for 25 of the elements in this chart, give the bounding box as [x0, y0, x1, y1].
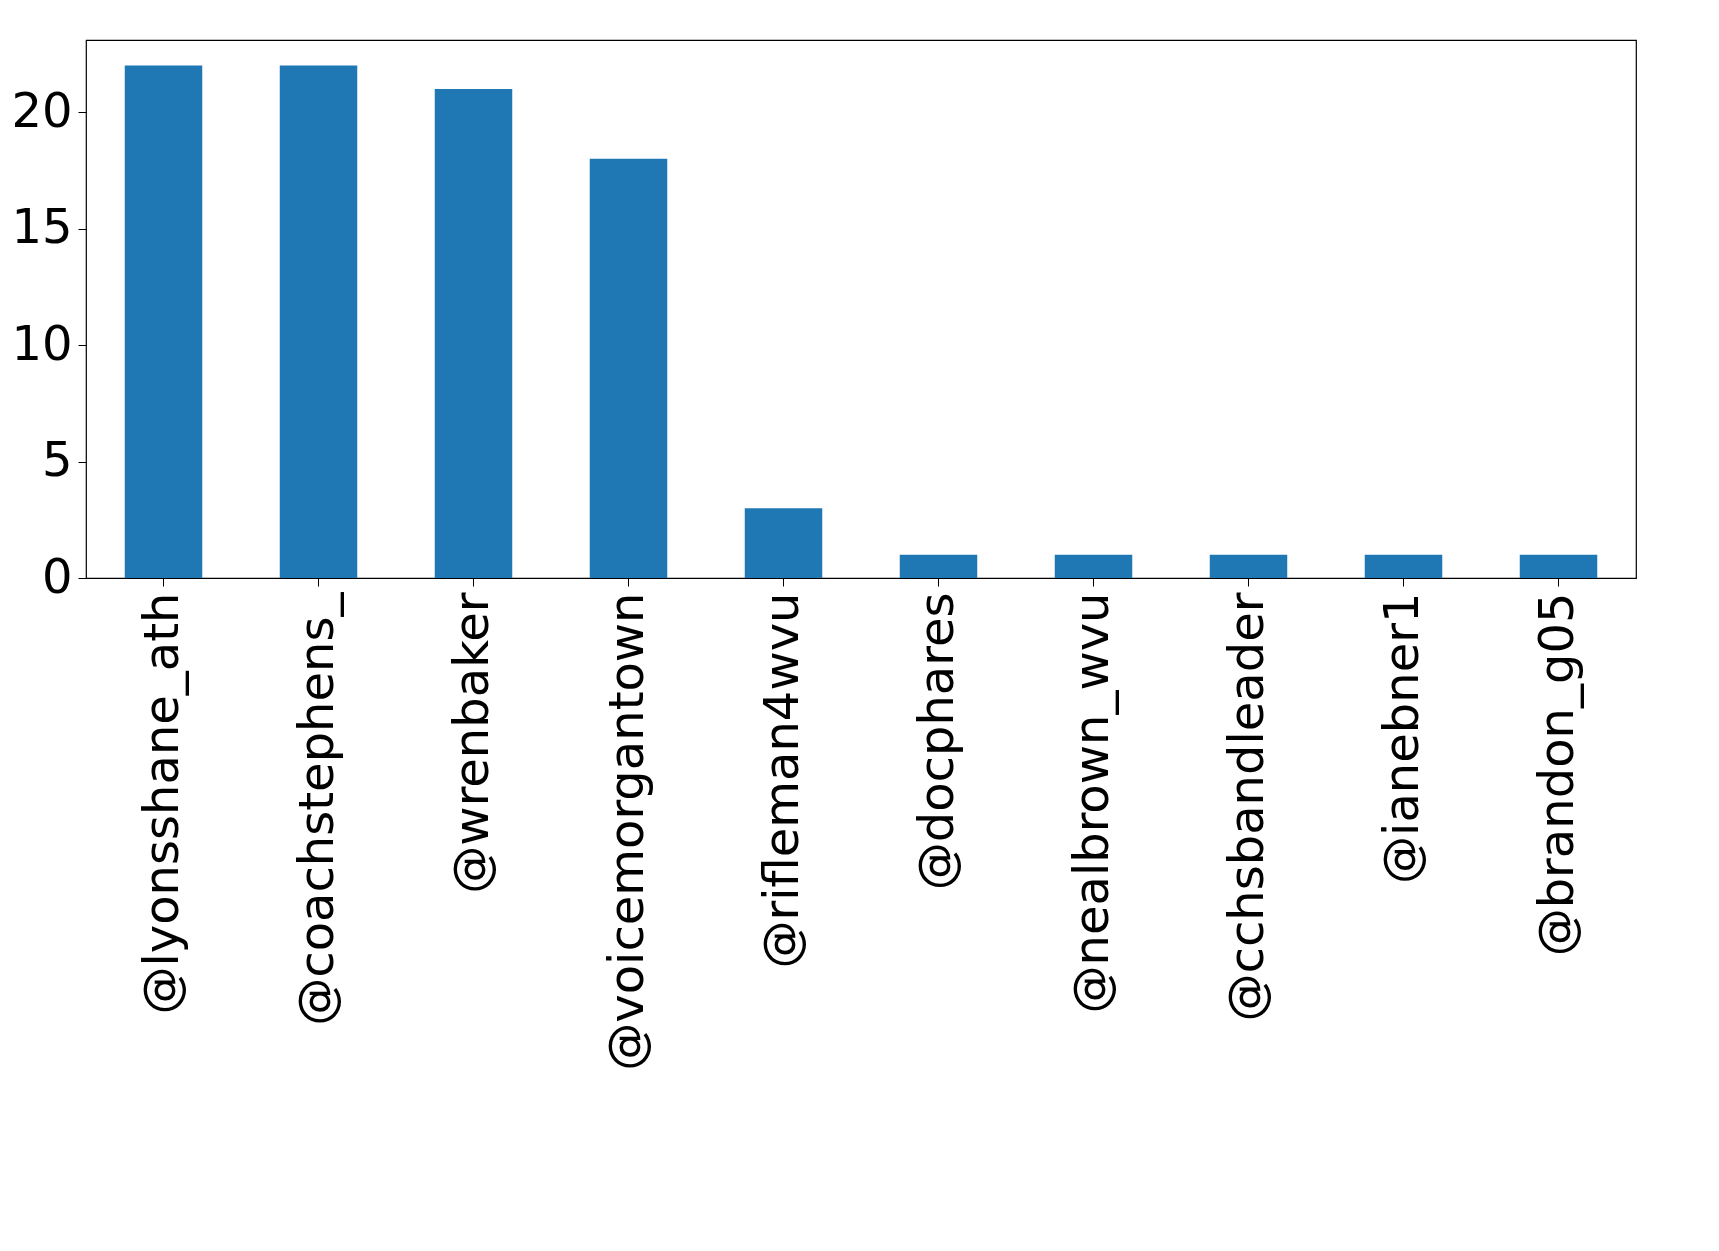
- x-tick-label: @voicemorgantown: [597, 592, 654, 1071]
- bar: [1054, 554, 1133, 578]
- bar: [1364, 554, 1443, 578]
- y-tick-label: 0: [41, 547, 73, 604]
- bar: [434, 88, 513, 578]
- x-tick-label: @ianebner1: [1372, 592, 1429, 884]
- bar: [589, 158, 668, 578]
- x-tick-label: @rifleman4wvu: [752, 592, 809, 969]
- x-tick-label: @docphares: [907, 592, 964, 891]
- x-tick-label: @brandon_g05: [1527, 592, 1584, 957]
- y-tick-label: 20: [11, 81, 73, 138]
- y-tick-label: 5: [41, 431, 73, 488]
- y-tick-label: 15: [11, 198, 73, 255]
- bar: [124, 65, 203, 578]
- x-tick-label: @nealbrown_wvu: [1062, 592, 1119, 1014]
- x-tick-label: @lyonsshane_ath: [132, 592, 189, 1015]
- bar: [744, 508, 823, 578]
- y-tick-label: 10: [11, 314, 73, 371]
- x-tick-label: @coachstephens_: [287, 591, 344, 1026]
- bar: [279, 65, 358, 578]
- x-tick-label: @wrenbaker: [442, 592, 499, 894]
- x-tick-label: @cchsbandleader: [1217, 592, 1274, 1022]
- bar: [1209, 554, 1288, 578]
- bar: [1519, 554, 1598, 578]
- bar: [899, 554, 978, 578]
